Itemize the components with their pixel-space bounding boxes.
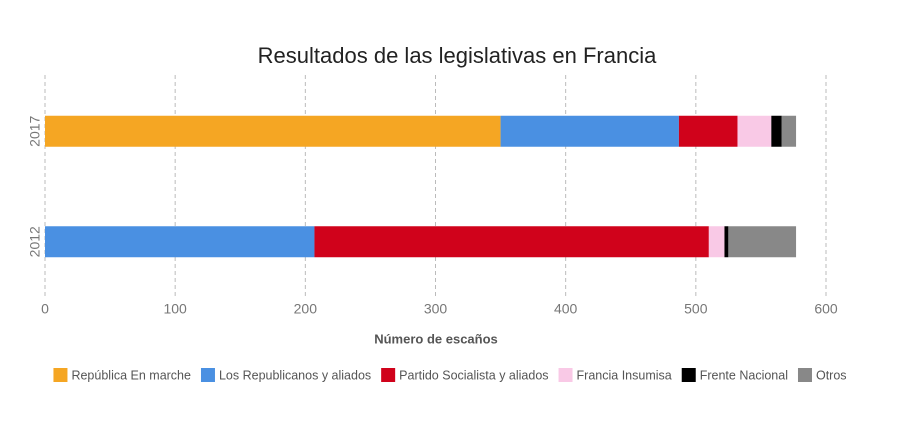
legend-swatch bbox=[381, 368, 396, 382]
x-tick-label: 400 bbox=[554, 301, 578, 317]
bar-segment bbox=[678, 115, 738, 147]
bar-segment bbox=[708, 226, 725, 258]
x-axis-label: Número de escaños bbox=[374, 331, 498, 346]
y-tick-label: 2012 bbox=[27, 226, 43, 257]
bar-segment bbox=[737, 115, 772, 147]
legend-swatch bbox=[797, 368, 812, 382]
bar-segment bbox=[314, 226, 709, 258]
x-tick-label: 500 bbox=[684, 301, 708, 317]
bar-segment bbox=[724, 226, 729, 258]
x-tick-label: 600 bbox=[814, 301, 838, 317]
x-tick-label: 200 bbox=[294, 301, 318, 317]
legend-label: Frente Nacional bbox=[700, 368, 788, 382]
bar-segment bbox=[728, 226, 797, 258]
legend-label: República En marche bbox=[71, 368, 191, 382]
x-tick-label: 0 bbox=[41, 301, 49, 317]
x-tick-label: 100 bbox=[163, 301, 187, 317]
legend-swatch bbox=[53, 368, 68, 382]
legend: República En marche Los Republicanos y al… bbox=[53, 368, 847, 382]
legend-swatch bbox=[200, 368, 215, 382]
bar-segment bbox=[500, 115, 679, 147]
chart-title: Resultados de las legislativas en Franci… bbox=[258, 43, 657, 68]
bar-segment bbox=[771, 115, 782, 147]
bar-segment bbox=[781, 115, 797, 147]
y-tick-label: 2017 bbox=[27, 115, 43, 146]
legend-label: Los Republicanos y aliados bbox=[219, 368, 371, 382]
bar-segment bbox=[45, 226, 315, 258]
legend-swatch bbox=[681, 368, 696, 382]
x-tick-label: 300 bbox=[424, 301, 448, 317]
bar-segment bbox=[45, 115, 501, 147]
legend-swatch bbox=[558, 368, 573, 382]
legend-label: Partido Socialista y aliados bbox=[399, 368, 548, 382]
legend-label: Otros bbox=[816, 368, 847, 382]
legend-label: Francia Insumisa bbox=[577, 368, 672, 382]
